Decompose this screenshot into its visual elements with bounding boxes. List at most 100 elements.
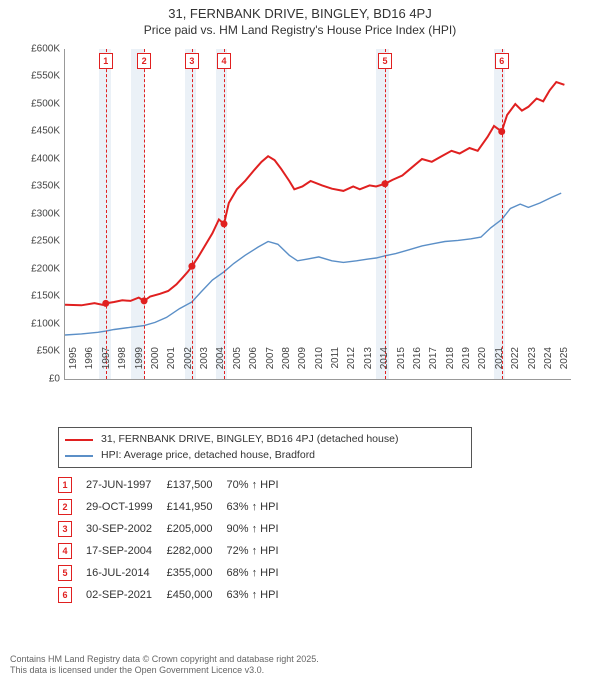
chart-title: 31, FERNBANK DRIVE, BINGLEY, BD16 4PJ: [10, 6, 590, 23]
y-tick: £0: [20, 373, 60, 384]
y-tick: £300K: [20, 208, 60, 219]
sale-line: [106, 49, 107, 379]
x-tick: 2024: [543, 347, 554, 387]
x-tick: 2002: [183, 347, 194, 387]
sales-table: 127-JUN-1997£137,50070% ↑ HPI 2 29-OCT-199…: [58, 474, 590, 606]
sale-pct: 70% ↑ HPI: [227, 474, 293, 496]
sale-number: 3: [58, 521, 72, 537]
sale-pct: 72% ↑ HPI: [227, 540, 293, 562]
sale-date: 29-OCT-1999: [86, 496, 167, 518]
x-tick: 2016: [412, 347, 423, 387]
x-tick: 2004: [215, 347, 226, 387]
sale-price: £355,000: [167, 562, 227, 584]
sale-price: £205,000: [167, 518, 227, 540]
y-tick: £150K: [20, 291, 60, 302]
sale-price: £282,000: [167, 540, 227, 562]
chart-subtitle: Price paid vs. HM Land Registry's House …: [10, 23, 590, 37]
sale-price: £137,500: [167, 474, 227, 496]
footer: Contains HM Land Registry data © Crown c…: [10, 654, 319, 677]
y-tick: £400K: [20, 153, 60, 164]
sale-pct: 63% ↑ HPI: [227, 584, 293, 606]
x-tick: 2001: [166, 347, 177, 387]
y-tick: £100K: [20, 318, 60, 329]
sale-row: 4 17-SEP-2004£282,00072% ↑ HPI: [58, 540, 293, 562]
sale-price: £450,000: [167, 584, 227, 606]
x-tick: 2020: [477, 347, 488, 387]
sale-row: 2 29-OCT-1999£141,95063% ↑ HPI: [58, 496, 293, 518]
sale-pct: 68% ↑ HPI: [227, 562, 293, 584]
x-tick: 2003: [199, 347, 210, 387]
sale-row: 5 16-JUL-2014£355,00068% ↑ HPI: [58, 562, 293, 584]
x-tick: 2006: [248, 347, 259, 387]
footer-line2: This data is licensed under the Open Gov…: [10, 665, 319, 676]
sale-line: [502, 49, 503, 379]
sale-date: 17-SEP-2004: [86, 540, 167, 562]
x-tick: 2013: [363, 347, 374, 387]
y-tick: £550K: [20, 71, 60, 82]
x-tick: 1997: [101, 347, 112, 387]
sale-marker: 4: [217, 53, 231, 69]
legend: 31, FERNBANK DRIVE, BINGLEY, BD16 4PJ (d…: [58, 427, 472, 469]
chart-area: £0£50K£100K£150K£200K£250K£300K£350K£400…: [20, 41, 580, 421]
sale-line: [144, 49, 145, 379]
sale-marker: 6: [495, 53, 509, 69]
sale-line: [192, 49, 193, 379]
x-tick: 2009: [297, 347, 308, 387]
legend-label: 31, FERNBANK DRIVE, BINGLEY, BD16 4PJ (d…: [101, 432, 398, 448]
x-tick: 2017: [428, 347, 439, 387]
y-tick: £200K: [20, 263, 60, 274]
legend-label: HPI: Average price, detached house, Brad…: [101, 448, 315, 464]
sale-date: 30-SEP-2002: [86, 518, 167, 540]
sale-date: 16-JUL-2014: [86, 562, 167, 584]
sale-marker: 1: [99, 53, 113, 69]
sale-line: [385, 49, 386, 379]
chart-container: { "title_line1": "31, FERNBANK DRIVE, BI…: [0, 0, 600, 680]
series-hpi: [65, 193, 561, 335]
legend-swatch: [65, 455, 93, 457]
sale-pct: 90% ↑ HPI: [227, 518, 293, 540]
x-tick: 1999: [134, 347, 145, 387]
x-tick: 2007: [265, 347, 276, 387]
sale-marker: 2: [137, 53, 151, 69]
sale-row: 3 30-SEP-2002£205,00090% ↑ HPI: [58, 518, 293, 540]
x-tick: 1998: [117, 347, 128, 387]
series-price: [65, 82, 564, 305]
sale-pct: 63% ↑ HPI: [227, 496, 293, 518]
legend-swatch: [65, 439, 93, 441]
y-tick: £350K: [20, 181, 60, 192]
legend-row: 31, FERNBANK DRIVE, BINGLEY, BD16 4PJ (d…: [65, 432, 465, 448]
x-tick: 2015: [396, 347, 407, 387]
x-tick: 2023: [527, 347, 538, 387]
footer-line1: Contains HM Land Registry data © Crown c…: [10, 654, 319, 665]
sale-price: £141,950: [167, 496, 227, 518]
y-tick: £450K: [20, 126, 60, 137]
plot-area: 123456: [64, 49, 571, 380]
x-tick: 1995: [68, 347, 79, 387]
x-tick: 2014: [379, 347, 390, 387]
sale-number: 5: [58, 565, 72, 581]
line-layer: [65, 49, 571, 379]
x-tick: 2011: [330, 347, 341, 387]
x-tick: 2012: [346, 347, 357, 387]
x-tick: 2025: [559, 347, 570, 387]
sale-date: 02-SEP-2021: [86, 584, 167, 606]
x-tick: 2018: [445, 347, 456, 387]
x-tick: 2000: [150, 347, 161, 387]
x-tick: 2021: [494, 347, 505, 387]
y-tick: £500K: [20, 98, 60, 109]
x-tick: 2022: [510, 347, 521, 387]
x-tick: 2005: [232, 347, 243, 387]
sale-number: 6: [58, 587, 72, 603]
sale-line: [224, 49, 225, 379]
sale-marker: 3: [185, 53, 199, 69]
sale-date: 27-JUN-1997: [86, 474, 167, 496]
sale-row: 6 02-SEP-2021£450,00063% ↑ HPI: [58, 584, 293, 606]
sale-number: 2: [58, 499, 72, 515]
x-tick: 1996: [84, 347, 95, 387]
sale-number: 4: [58, 543, 72, 559]
legend-row: HPI: Average price, detached house, Brad…: [65, 448, 465, 464]
y-tick: £600K: [20, 43, 60, 54]
sale-row: 127-JUN-1997£137,50070% ↑ HPI: [58, 474, 293, 496]
x-tick: 2019: [461, 347, 472, 387]
x-tick: 2010: [314, 347, 325, 387]
